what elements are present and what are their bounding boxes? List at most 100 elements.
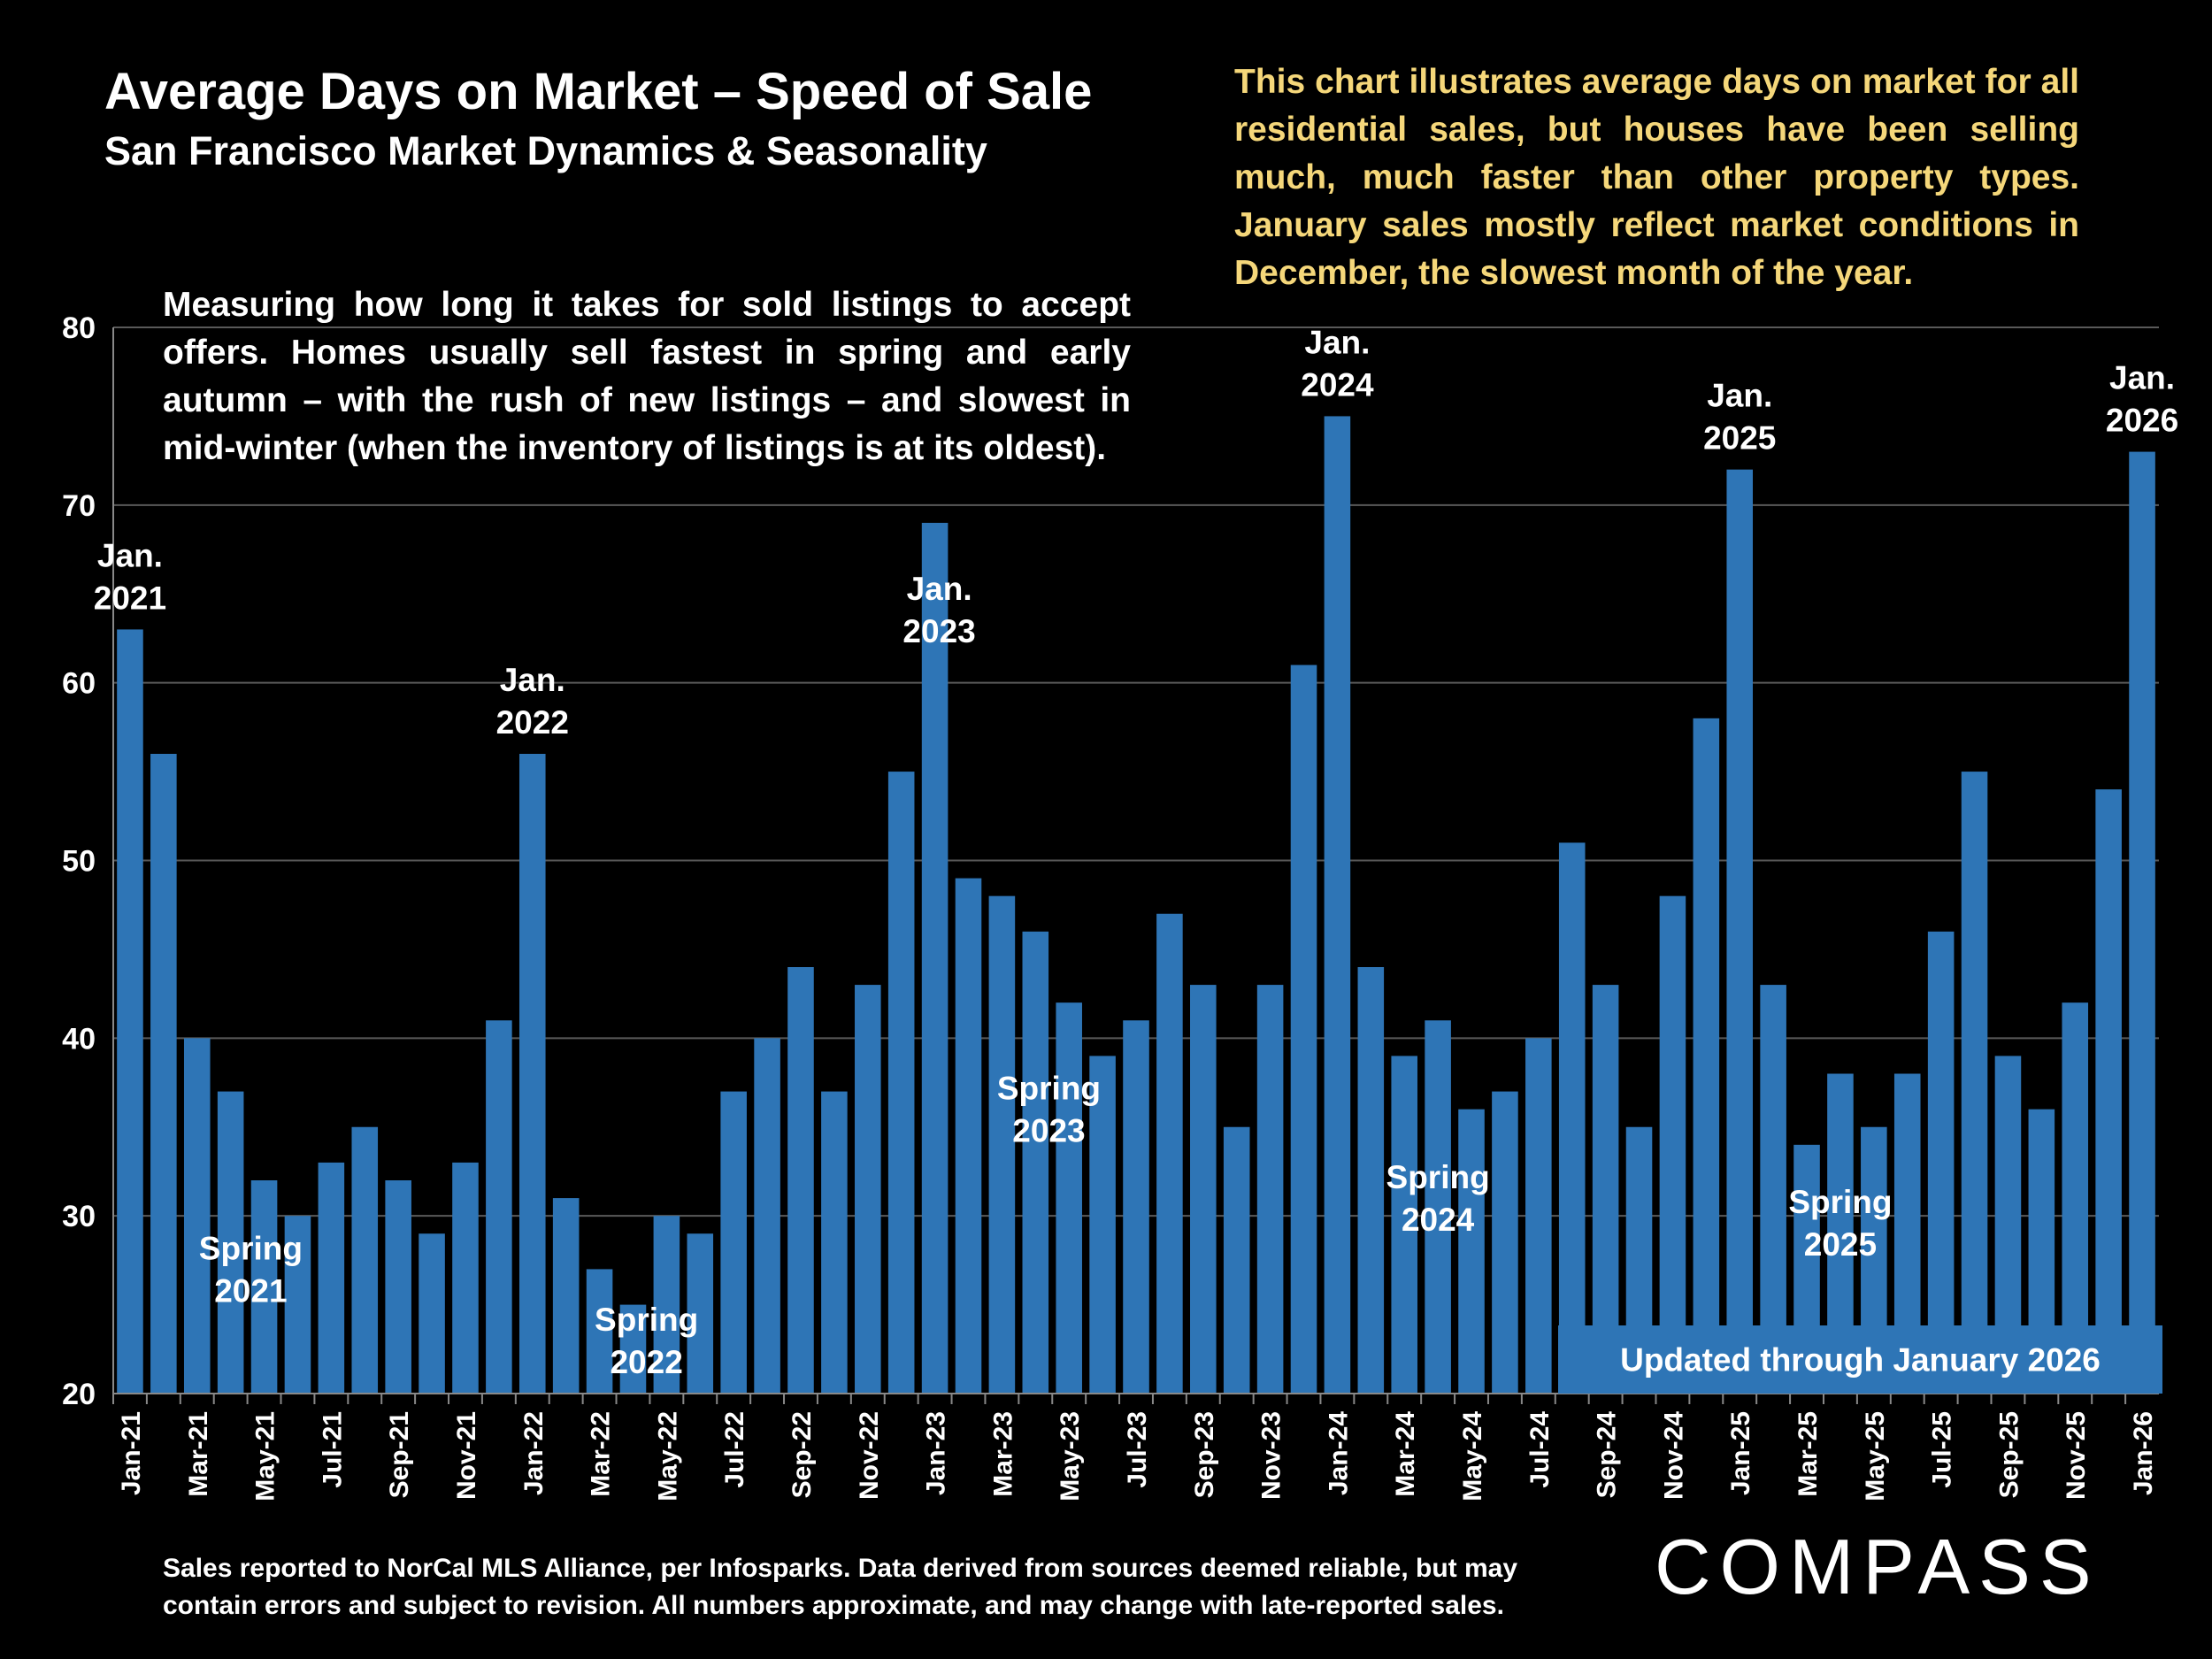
x-tick-label: Sep-23 — [1190, 1411, 1219, 1498]
footer-source: Sales reported to NorCal MLS Alliance, p… — [163, 1554, 1518, 1620]
updated-badge-text: Updated through January 2026 — [1620, 1342, 2101, 1379]
annotation-label: Jan. — [907, 571, 972, 607]
x-tick-label: Mar-23 — [988, 1411, 1018, 1497]
x-tick-label: Jan-25 — [1726, 1411, 1755, 1495]
x-tick-label: Mar-24 — [1391, 1411, 1420, 1497]
x-tick-label: Jan-23 — [922, 1411, 951, 1495]
bar — [486, 1020, 512, 1394]
bar — [1357, 967, 1385, 1394]
bar — [821, 1091, 848, 1394]
x-tick-label: Nov-21 — [452, 1411, 481, 1500]
bar — [1190, 985, 1217, 1394]
x-tick-label: Sep-25 — [1994, 1411, 2024, 1498]
annotation-label: 2025 — [1804, 1226, 1877, 1263]
x-tick-label: Jul-25 — [1928, 1411, 1957, 1488]
bar — [1324, 416, 1351, 1394]
x-tick-label: Nov-24 — [1659, 1411, 1688, 1500]
bar — [887, 772, 915, 1394]
x-tick-label: Sep-21 — [385, 1411, 414, 1498]
annotation-label: Jan. — [97, 537, 163, 573]
x-tick-label: May-23 — [1056, 1411, 1085, 1502]
annotation-label: 2024 — [1402, 1202, 1475, 1238]
bar — [419, 1233, 445, 1394]
bar — [855, 985, 881, 1394]
x-tick-label: Jan-24 — [1324, 1411, 1353, 1495]
x-tick-label: Mar-25 — [1793, 1411, 1823, 1497]
bar — [284, 1216, 311, 1394]
bar — [619, 1304, 647, 1394]
annotation-label: Spring — [1386, 1159, 1490, 1195]
updated-badge — [1558, 1325, 2162, 1394]
annotation-label: Spring — [199, 1230, 303, 1266]
bar — [754, 1038, 780, 1394]
y-tick-label: 80 — [62, 311, 96, 345]
annotation-label: 2022 — [610, 1344, 682, 1380]
annotation-label: Spring — [997, 1071, 1101, 1107]
y-tick-label: 20 — [62, 1378, 96, 1411]
x-tick-label: Jan-22 — [519, 1411, 549, 1495]
annotation-label: 2022 — [496, 704, 569, 741]
bar — [1693, 718, 1720, 1394]
annotation-label: 2025 — [1703, 420, 1776, 457]
bar — [1223, 1126, 1250, 1394]
page-title: Average Days on Market – Speed of Sale — [104, 63, 1093, 120]
x-tick-label: May-25 — [1861, 1411, 1890, 1502]
bar — [1492, 1091, 1518, 1394]
bar — [1961, 772, 1988, 1394]
y-tick-label: 50 — [62, 845, 96, 879]
x-tick-label: May-22 — [653, 1411, 682, 1502]
x-tick-label: Jul-23 — [1123, 1411, 1152, 1488]
bar — [452, 1162, 479, 1394]
bar — [1123, 1020, 1149, 1394]
bar — [385, 1180, 411, 1394]
bar — [720, 1091, 747, 1394]
bar — [217, 1091, 244, 1394]
bar — [351, 1126, 379, 1394]
page-subtitle: San Francisco Market Dynamics & Seasonal… — [104, 128, 987, 173]
x-tick-label: Jan-26 — [2129, 1411, 2158, 1495]
annotation-label: Spring — [595, 1302, 698, 1338]
bar — [1290, 664, 1317, 1394]
bar — [552, 1198, 580, 1394]
annotation-label: 2023 — [902, 613, 975, 649]
bar — [183, 1038, 211, 1394]
x-tick-label: May-21 — [251, 1411, 280, 1502]
y-tick-label: 70 — [62, 489, 96, 523]
note-left: Measuring how long it takes for sold lis… — [163, 286, 1131, 467]
annotation-label: Spring — [1788, 1184, 1892, 1220]
bar — [787, 967, 814, 1394]
x-tick-label: Nov-25 — [2062, 1411, 2091, 1500]
bar — [1927, 931, 1955, 1394]
bar — [955, 878, 982, 1394]
annotation-label: Jan. — [500, 662, 565, 698]
x-tick-label: Sep-24 — [1593, 1411, 1622, 1499]
bar — [1525, 1038, 1552, 1394]
x-tick-label: Mar-22 — [587, 1411, 616, 1497]
note-right: This chart illustrates average days on m… — [1234, 63, 2079, 292]
bar — [653, 1216, 680, 1394]
x-tick-label: Nov-23 — [1257, 1411, 1286, 1500]
bar — [1726, 469, 1754, 1394]
bar — [150, 754, 177, 1394]
x-tick-label: May-24 — [1458, 1411, 1487, 1502]
x-tick-label: Jan-21 — [117, 1411, 146, 1495]
x-tick-label: Sep-22 — [787, 1411, 817, 1498]
bar — [1425, 1020, 1451, 1394]
x-tick-label: Nov-22 — [855, 1411, 884, 1500]
bar — [1156, 913, 1183, 1394]
bar — [1659, 895, 1686, 1394]
x-tick-label: Jul-24 — [1525, 1411, 1555, 1488]
bar — [1089, 1056, 1116, 1394]
bar — [1256, 985, 1284, 1394]
bar — [1391, 1056, 1417, 1394]
annotation-label: 2021 — [94, 580, 166, 616]
annotation-label: 2023 — [1012, 1113, 1085, 1149]
x-tick-label: Jul-21 — [318, 1411, 347, 1488]
x-tick-label: Jul-22 — [720, 1411, 749, 1488]
bar — [687, 1233, 714, 1394]
bar — [2129, 451, 2155, 1394]
annotation-label: Jan. — [2109, 360, 2175, 396]
bar — [988, 895, 1016, 1394]
bar — [250, 1180, 278, 1394]
